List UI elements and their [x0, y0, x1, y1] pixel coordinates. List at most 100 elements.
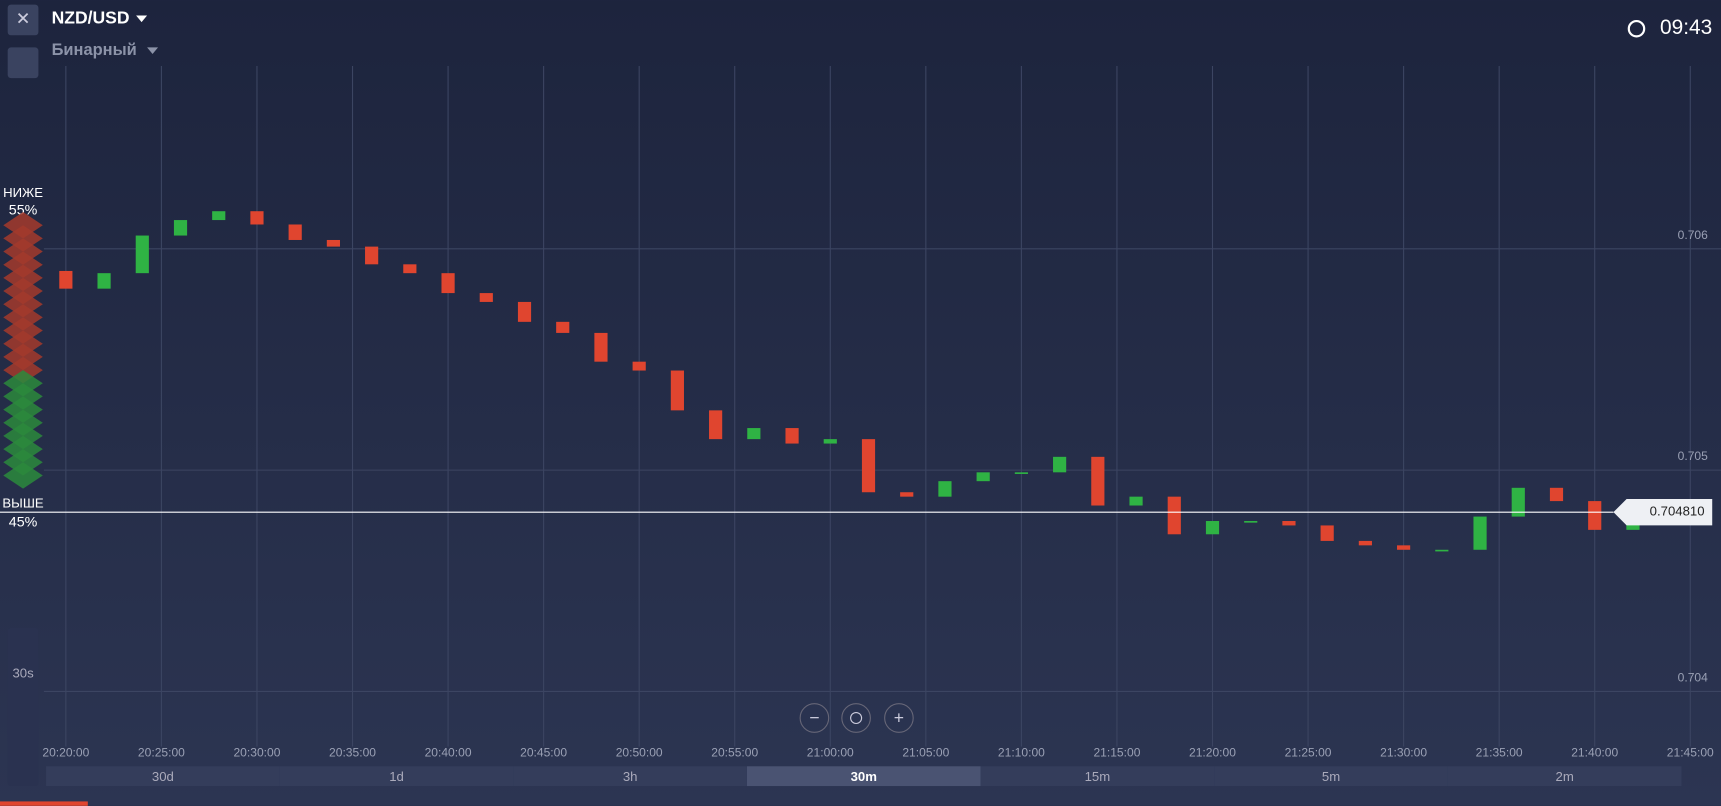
candle	[747, 428, 761, 440]
zoom-out-icon: −	[809, 708, 819, 728]
down-label: НИЖЕ	[3, 185, 43, 200]
x-tick-label: 20:30:00	[233, 745, 280, 759]
candle	[1588, 501, 1602, 530]
timer-icon	[1627, 19, 1646, 38]
candle	[1129, 496, 1143, 506]
up-label: ВЫШЕ	[2, 495, 43, 510]
y-tick-label: 0.706	[1678, 228, 1708, 242]
grid: 20:20:00 20:25:00 20:30:00 20:35:00 20:40:00…	[42, 66, 1721, 759]
timeframe-button[interactable]	[980, 766, 1215, 787]
candle	[1014, 472, 1028, 474]
x-tick-label: 20:50:00	[616, 745, 663, 759]
candle	[709, 410, 723, 440]
dropdown-arrow	[147, 47, 159, 54]
x-tick-label: 21:15:00	[1093, 745, 1140, 759]
candle	[1205, 521, 1220, 535]
y-tick-label: 0.704	[1678, 670, 1708, 684]
candle	[1435, 549, 1449, 552]
symbol[interactable]: NZD/USD	[52, 7, 130, 27]
y-tick-label: 0.705	[1678, 449, 1708, 463]
up-pct: 45%	[9, 514, 38, 530]
candle	[632, 361, 646, 371]
candle	[1511, 487, 1525, 517]
candle	[900, 492, 914, 497]
close-icon: ✕	[16, 9, 31, 29]
candle	[1053, 456, 1067, 473]
candle	[785, 428, 799, 444]
candle	[594, 332, 608, 362]
timeframe-button[interactable]	[279, 766, 514, 787]
candle	[670, 370, 684, 411]
timeframe-label: 15m	[1085, 769, 1111, 784]
candle	[556, 321, 570, 333]
timeframe-label: 1d	[389, 769, 404, 784]
candle	[1358, 540, 1372, 546]
candle	[365, 246, 379, 265]
close-button[interactable]	[7, 4, 39, 36]
candle	[1320, 525, 1334, 541]
timeframe-button[interactable]	[1214, 766, 1448, 787]
candle	[441, 273, 455, 294]
center[interactable]	[841, 703, 871, 733]
x-tick-label: 21:40:00	[1571, 745, 1618, 759]
candle	[326, 239, 340, 247]
timeframe-button[interactable]	[513, 766, 747, 787]
down-pct: 55%	[9, 203, 38, 219]
price-tag	[1613, 498, 1713, 526]
candle	[1549, 487, 1564, 502]
candle	[135, 235, 149, 274]
x-tick-label: 20:45:00	[520, 745, 567, 759]
candle	[1282, 521, 1296, 526]
timeframe-label: 30m	[851, 769, 877, 784]
x-tick-label: 20:55:00	[711, 745, 758, 759]
timeframe-label: 30d	[152, 769, 174, 784]
timeframe-label: 5m	[1322, 769, 1340, 784]
timeframe-label: 2m	[1556, 769, 1574, 784]
center-icon	[850, 711, 863, 725]
x-tick-label: 21:45:00	[1667, 745, 1714, 759]
timeframe-button[interactable]	[46, 766, 280, 787]
candle	[1167, 496, 1181, 535]
candle	[250, 211, 264, 225]
timer: 09:43	[1660, 16, 1712, 39]
zoom-in-icon: +	[894, 708, 904, 728]
current-price-label: 0.704810	[1650, 504, 1705, 519]
candle	[1397, 545, 1411, 550]
candle	[1244, 521, 1258, 523]
dropdown-arrow	[136, 15, 148, 23]
candles: 0.704810	[0, 211, 1713, 552]
timeframe-button[interactable]	[746, 766, 981, 787]
x-tick-label: 20:35:00	[329, 745, 376, 759]
x-tick-label: 20:20:00	[42, 745, 89, 759]
zoom-in[interactable]	[884, 703, 914, 733]
candle	[97, 273, 111, 289]
mode[interactable]: Бинарный	[52, 41, 137, 59]
timeframe-button[interactable]	[1447, 766, 1682, 787]
candle	[938, 481, 952, 497]
x-tick-label: 20:25:00	[138, 745, 185, 759]
sentiment-bar	[3, 212, 43, 489]
x-tick-label: 21:30:00	[1380, 745, 1427, 759]
candle	[212, 211, 226, 221]
candle	[823, 439, 837, 444]
candle	[403, 264, 417, 274]
toolbar	[7, 628, 39, 787]
timeframe-label: 3h	[623, 769, 638, 784]
x-tick-label: 21:25:00	[1285, 745, 1332, 759]
x-tick-label: 21:00:00	[807, 745, 854, 759]
candle	[1091, 456, 1105, 506]
x-tick-label: 21:20:00	[1189, 745, 1236, 759]
collapse-button[interactable]	[7, 47, 39, 79]
candle	[173, 220, 188, 236]
candle	[517, 301, 532, 322]
interval[interactable]: 30s	[12, 666, 34, 681]
x-tick-label: 21:10:00	[998, 745, 1045, 759]
zoom-controls: − +	[799, 703, 914, 733]
candle	[976, 472, 990, 482]
zoom-out[interactable]	[799, 703, 830, 733]
x-tick-label: 21:05:00	[902, 745, 949, 759]
candle	[59, 270, 73, 289]
